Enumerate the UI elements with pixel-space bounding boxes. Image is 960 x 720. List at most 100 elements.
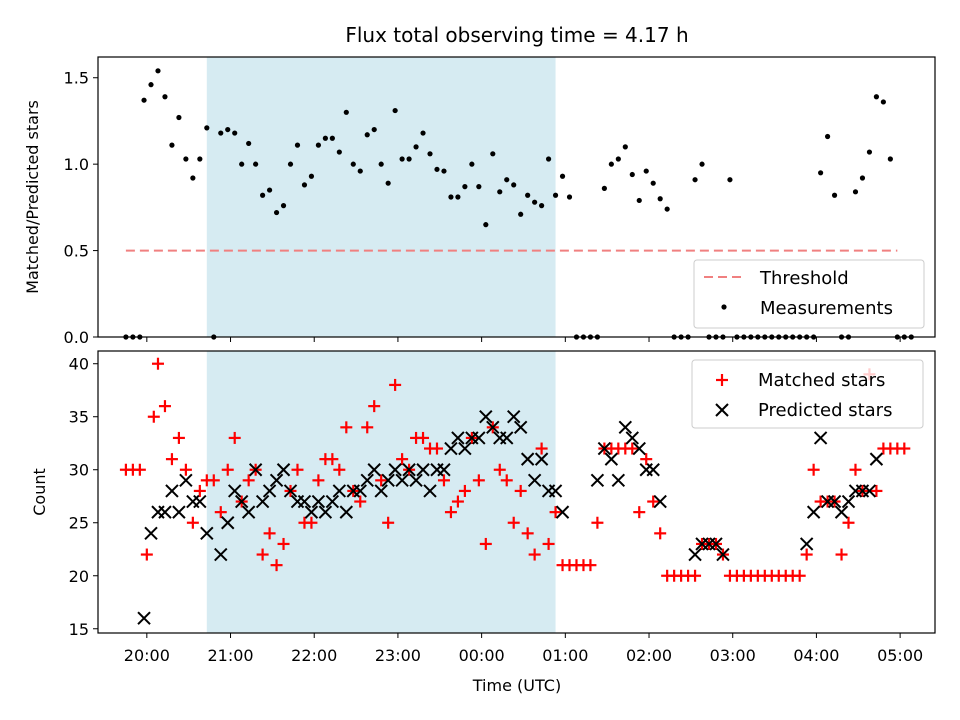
y-tick-label: 15 xyxy=(69,620,89,639)
x-tick-label: 23:00 xyxy=(375,646,421,665)
measurement-point xyxy=(887,156,893,162)
predicted-star-point xyxy=(165,484,179,498)
measurement-point xyxy=(273,209,280,216)
predicted-star-point xyxy=(827,494,842,509)
x-tick-label: 00:00 xyxy=(459,646,505,665)
predicted-star-point xyxy=(325,494,340,509)
matched-star-point xyxy=(689,569,702,582)
predicted-star-point xyxy=(311,494,326,509)
predicted-star-point xyxy=(688,547,702,562)
predicted-star-point xyxy=(597,441,612,456)
legend-matched-swatch xyxy=(716,374,728,386)
measurement-point xyxy=(197,156,203,162)
predicted-star-point xyxy=(137,611,151,625)
top-legend: Threshold Measurements xyxy=(693,259,925,329)
measurement-point xyxy=(566,194,573,200)
matched-star-point xyxy=(451,495,464,508)
matched-star-point xyxy=(633,506,646,519)
predicted-star-point xyxy=(179,473,193,488)
legend-threshold-label: Threshold xyxy=(759,268,849,289)
measurement-point xyxy=(497,189,503,195)
matched-star-point xyxy=(333,463,346,476)
measurement-point xyxy=(859,175,866,181)
matched-star-point xyxy=(800,548,813,561)
measurement-point xyxy=(490,151,496,157)
predicted-star-point xyxy=(458,441,472,456)
measurement-point xyxy=(301,182,308,188)
top-axes-frame xyxy=(97,56,936,338)
predicted-star-point xyxy=(283,484,298,498)
predicted-star-point xyxy=(423,484,437,498)
matched-star-point xyxy=(340,421,353,434)
measurement-point xyxy=(504,177,510,183)
predicted-star-point xyxy=(339,505,354,519)
measurement-point xyxy=(455,194,461,200)
predicted-star-point xyxy=(214,547,228,562)
predicted-star-point xyxy=(395,473,409,488)
measurement-point xyxy=(664,206,670,212)
y-tick-label: 40 xyxy=(69,355,89,374)
y-tick-label: 1.5 xyxy=(64,69,89,88)
predicted-star-point xyxy=(388,463,402,477)
predicted-star-point xyxy=(716,547,730,562)
measurement-point xyxy=(643,168,649,174)
predicted-star-point xyxy=(869,452,884,466)
matched-star-point xyxy=(584,559,597,572)
matched-star-point xyxy=(256,548,269,561)
measurement-point xyxy=(831,192,838,198)
predicted-star-point xyxy=(799,537,814,551)
predicted-star-point xyxy=(862,484,877,498)
measurement-point xyxy=(511,182,517,188)
predicted-star-point xyxy=(158,505,172,519)
matched-star-point xyxy=(242,474,255,487)
matched-star-point xyxy=(354,495,367,508)
predicted-star-point xyxy=(632,441,646,456)
predicted-star-point xyxy=(402,463,416,477)
predicted-star-point xyxy=(813,431,828,445)
matched-star-point xyxy=(326,453,339,466)
matched-star-point xyxy=(870,484,883,497)
predicted-star-point xyxy=(590,473,605,488)
matched-star-point xyxy=(382,516,395,529)
predicted-star-point xyxy=(241,505,256,519)
x-tick-label: 03:00 xyxy=(710,646,756,665)
matched-star-point xyxy=(186,516,199,529)
bottom-plot: 15 20 25 30 35 40 20:00 21:00 22:00 23:00 00:00 01… xyxy=(30,350,936,695)
predicted-star-point xyxy=(834,505,849,519)
predicted-star-point xyxy=(228,484,242,498)
matched-star-point xyxy=(835,548,848,561)
matched-star-point xyxy=(542,537,555,550)
measurement-point xyxy=(246,140,252,147)
measurement-point xyxy=(462,184,468,190)
measurement-point xyxy=(413,144,419,150)
predicted-star-point xyxy=(548,484,563,498)
matched-star-point xyxy=(647,495,660,508)
y-tick-label: 25 xyxy=(69,514,89,533)
predicted-star-point xyxy=(234,494,249,509)
matched-star-point xyxy=(437,474,450,487)
matched-star-point xyxy=(535,442,548,455)
y-tick-label: 0.5 xyxy=(64,242,89,261)
measurement-point xyxy=(343,109,349,115)
bottom-y-ticks: 15 20 25 30 35 40 xyxy=(69,355,98,639)
measurement-point xyxy=(629,171,635,178)
bottom-points xyxy=(119,357,911,625)
legend-predicted-swatch xyxy=(715,403,729,417)
predicted-star-point xyxy=(555,505,570,519)
top-x-ticks xyxy=(146,337,901,342)
measurement-point xyxy=(601,185,607,191)
measurement-point xyxy=(873,94,880,100)
matched-star-point xyxy=(521,527,534,540)
matched-star-point xyxy=(626,442,639,455)
measurement-point xyxy=(315,142,322,148)
matched-star-point xyxy=(221,463,234,476)
measurement-point xyxy=(308,173,315,179)
predicted-star-point xyxy=(367,463,381,477)
predicted-star-point xyxy=(304,505,319,519)
measurement-point xyxy=(615,156,621,162)
measurement-point xyxy=(406,156,412,162)
predicted-star-point xyxy=(353,484,367,498)
matched-star-point xyxy=(165,453,178,466)
measurement-point xyxy=(483,222,489,228)
measurement-point xyxy=(169,142,175,148)
